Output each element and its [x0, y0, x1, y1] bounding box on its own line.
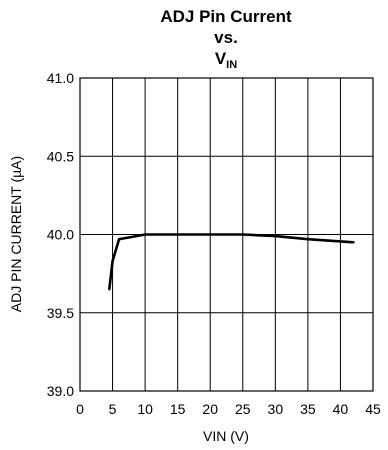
- y-tick-label: 41.0: [47, 70, 74, 86]
- x-tick-label: 10: [137, 401, 153, 417]
- series-point: [117, 237, 121, 241]
- y-axis-label: ADJ PIN CURRENT (µA): [8, 156, 24, 312]
- x-tick-label: 30: [268, 401, 284, 417]
- x-tick-label: 0: [76, 401, 84, 417]
- series-point: [176, 233, 179, 236]
- x-tick-label: 45: [365, 401, 381, 417]
- series-point: [209, 233, 212, 236]
- x-tick-label: 40: [333, 401, 349, 417]
- plot-area-frame: [79, 77, 374, 392]
- x-tick-label: 5: [109, 401, 117, 417]
- title-line-3: VIN: [215, 49, 237, 71]
- y-tick-label: 40.0: [47, 227, 74, 243]
- x-tick-label: 35: [300, 401, 316, 417]
- title-symbol: V: [215, 49, 227, 68]
- series-point: [241, 233, 244, 236]
- x-axis-label: VIN (V): [203, 428, 249, 444]
- x-tick-label: 25: [235, 401, 251, 417]
- series-point: [108, 288, 111, 291]
- series-group: [108, 233, 355, 291]
- x-tick-label: 20: [202, 401, 218, 417]
- title-line-1: ADJ Pin Current: [160, 7, 292, 26]
- y-tick-labels: 41.0 40.5 40.0 39.5 39.0: [47, 70, 74, 399]
- x-tick-label: 15: [170, 401, 186, 417]
- series-line: [108, 233, 354, 290]
- series-point: [352, 241, 355, 244]
- y-tick-label: 40.5: [47, 148, 74, 164]
- x-tick-labels: 0 5 10 15 20 25 30 35 40 45: [76, 401, 381, 417]
- y-tick-label: 39.0: [47, 383, 74, 399]
- series-point: [306, 237, 310, 241]
- series-point: [274, 234, 277, 238]
- series-point: [143, 233, 147, 236]
- chart-title: ADJ Pin Current vs. VIN: [160, 7, 292, 71]
- y-tick-label: 39.5: [47, 305, 74, 321]
- title-symbol-subscript: IN: [226, 59, 237, 71]
- title-line-2: vs.: [214, 28, 238, 47]
- series-point: [111, 259, 114, 263]
